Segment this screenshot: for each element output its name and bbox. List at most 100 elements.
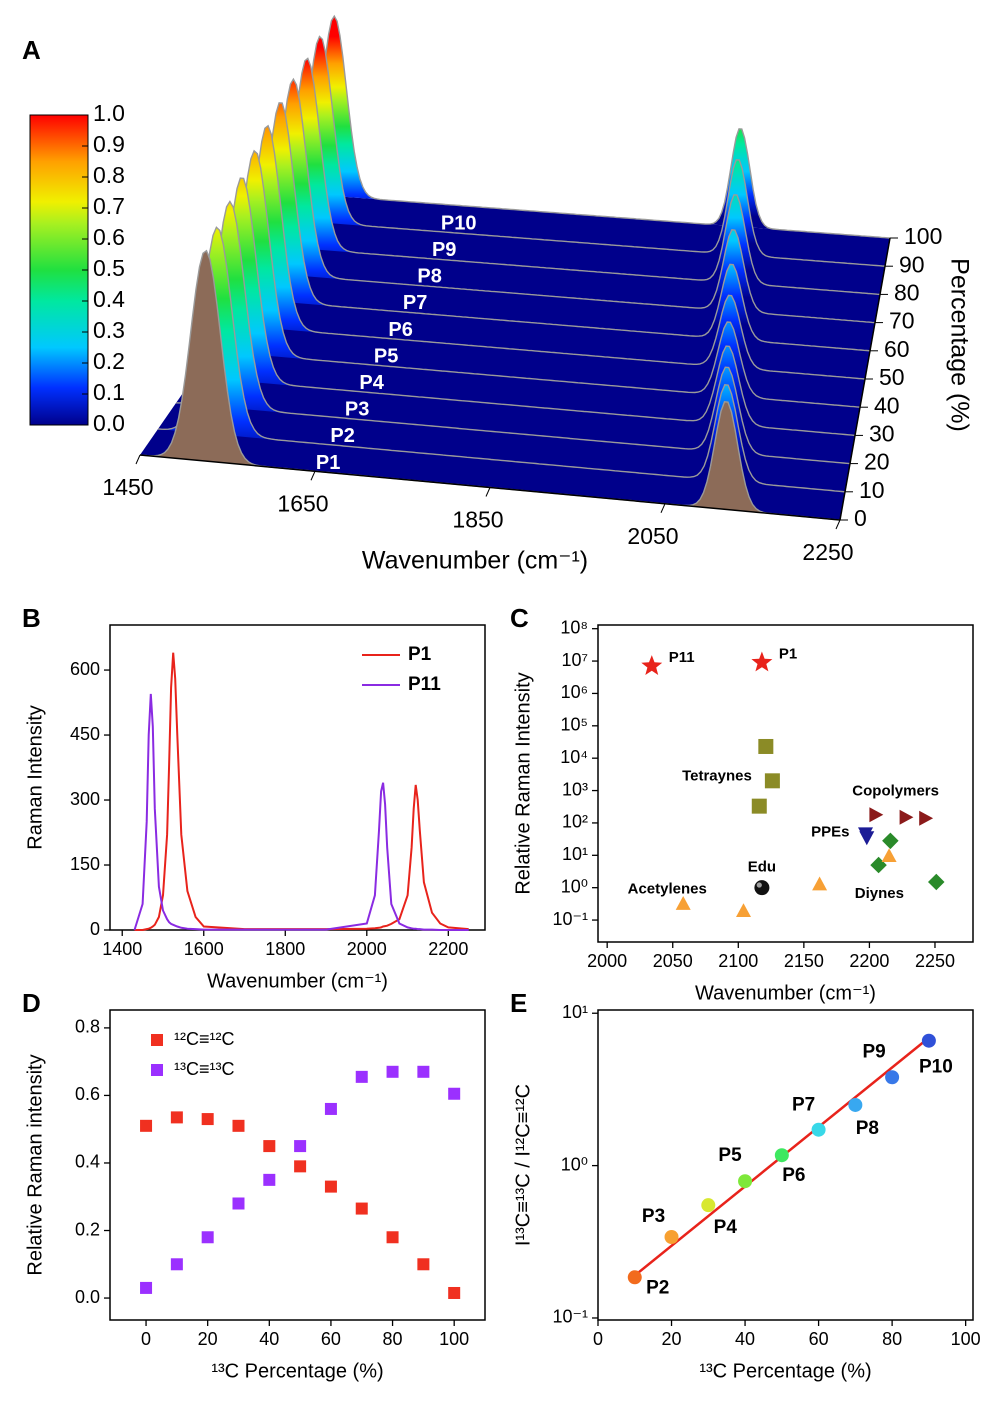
x-tick-label: 2100 (718, 951, 758, 971)
y-axis-title: Relative Raman intensity (24, 1054, 46, 1275)
colorbar-tick-label: 1.0 (93, 100, 125, 126)
spectrum-trace (157, 226, 846, 493)
x-tick-label: 1600 (184, 939, 224, 959)
marker (758, 738, 774, 754)
legend-label: P11 (408, 674, 441, 695)
trace-label: P2 (330, 425, 354, 447)
marker (417, 1258, 430, 1271)
z-axis-title: Percentage (%) (945, 258, 973, 432)
x-tick (310, 471, 316, 481)
z-tick-label: 90 (899, 251, 925, 277)
y-tick-label: 10⁴ (560, 747, 588, 767)
point-label: P2 (646, 1277, 669, 1298)
z-tick-label: 80 (894, 279, 920, 305)
legend-label: ¹³C≡¹³C (174, 1059, 234, 1079)
point-label: P5 (718, 1145, 742, 1166)
x-tick-label: 1850 (452, 507, 503, 533)
x-tick-label: 1800 (265, 939, 305, 959)
trace-label: P4 (359, 372, 384, 394)
colorbar-tick-label: 0.7 (93, 193, 125, 219)
y-tick-label: 0 (90, 919, 100, 939)
marker (738, 1174, 753, 1189)
spectrum-surface (320, 16, 890, 238)
y-tick-label: 10² (562, 812, 588, 832)
marker (170, 1111, 183, 1124)
x-tick-label: 0 (141, 1329, 151, 1349)
marker (324, 1102, 337, 1115)
plot-frame (597, 624, 974, 943)
point-label: P10 (919, 1057, 953, 1078)
plot-frame (109, 624, 486, 931)
y-tick-label: 0.8 (75, 1017, 100, 1037)
y-tick-label: 10⁻¹ (552, 909, 588, 929)
x-tick (135, 454, 141, 465)
x-tick-label: 1400 (102, 939, 142, 959)
marker (201, 1231, 214, 1244)
x-axis-title: Wavenumber (cm⁻¹) (695, 982, 876, 1004)
x-tick-label: 80 (383, 1329, 403, 1349)
y-tick-label: 10⁰ (561, 876, 588, 896)
marker (899, 809, 914, 825)
marker (140, 1281, 153, 1294)
z-tick-label: 10 (859, 477, 885, 503)
marker (627, 1270, 642, 1285)
point-label: P4 (714, 1217, 738, 1238)
colorbar-tick-label: 0.3 (93, 317, 125, 343)
marker (140, 1119, 153, 1132)
x-tick-label: 1450 (102, 474, 153, 500)
panel-label: E (510, 988, 527, 1018)
marker (751, 651, 773, 672)
x-tick-label: 40 (735, 1329, 755, 1349)
marker (859, 831, 875, 846)
marker (885, 1070, 900, 1085)
marker (882, 832, 899, 850)
group-label: Acetylenes (628, 881, 707, 898)
marker (812, 876, 828, 891)
y-tick-label: 10³ (562, 779, 588, 799)
marker (417, 1065, 430, 1078)
marker (641, 655, 663, 675)
marker (324, 1180, 337, 1193)
point-label: P8 (856, 1118, 879, 1139)
x-tick-label: 60 (809, 1329, 829, 1349)
legend-swatch (151, 1034, 163, 1046)
marker (869, 807, 884, 823)
panel-label: C (510, 603, 529, 633)
plot-frame (109, 1009, 486, 1321)
marker (170, 1258, 183, 1271)
x-tick-label: 100 (439, 1329, 469, 1349)
group-label: Edu (748, 859, 776, 876)
y-tick-label: 0.2 (75, 1219, 100, 1239)
spectrum-trace (211, 149, 861, 408)
panel-label: D (22, 988, 41, 1018)
x-axis-title: ¹³C Percentage (%) (699, 1360, 871, 1382)
marker (263, 1140, 276, 1153)
y-axis-title: I¹³C≡¹³C / I¹²C≡¹²C (512, 1084, 534, 1246)
colorbar-tick-label: 0.8 (93, 162, 125, 188)
marker (294, 1140, 307, 1153)
x-tick-label: 2050 (627, 523, 678, 549)
x-tick (660, 503, 666, 513)
colorbar-tick-label: 0.0 (93, 410, 125, 436)
marker (232, 1119, 245, 1132)
point-label: P9 (862, 1041, 885, 1062)
point-label: P6 (782, 1165, 805, 1186)
y-tick-label: 10⁻¹ (552, 1307, 588, 1327)
spectrum-trace (247, 102, 871, 352)
z-tick-label: 0 (854, 505, 867, 531)
y-tick-label: 10⁶ (561, 682, 588, 702)
x-tick-label: 40 (259, 1329, 279, 1349)
marker (263, 1173, 276, 1186)
colorbar-tick-label: 0.9 (93, 131, 125, 157)
z-tick-label: 50 (879, 364, 905, 390)
z-tick-label: 70 (889, 308, 915, 334)
z-tick-label: 20 (864, 449, 890, 475)
colorbar-tick-label: 0.6 (93, 224, 125, 250)
y-tick-label: 10⁰ (561, 1154, 588, 1174)
group-label: PPEs (811, 824, 849, 841)
x-tick-label: 2050 (653, 951, 693, 971)
point-label: P3 (642, 1206, 665, 1227)
legend-label: ¹²C≡¹²C (174, 1029, 234, 1049)
panel-label: A (22, 35, 41, 65)
